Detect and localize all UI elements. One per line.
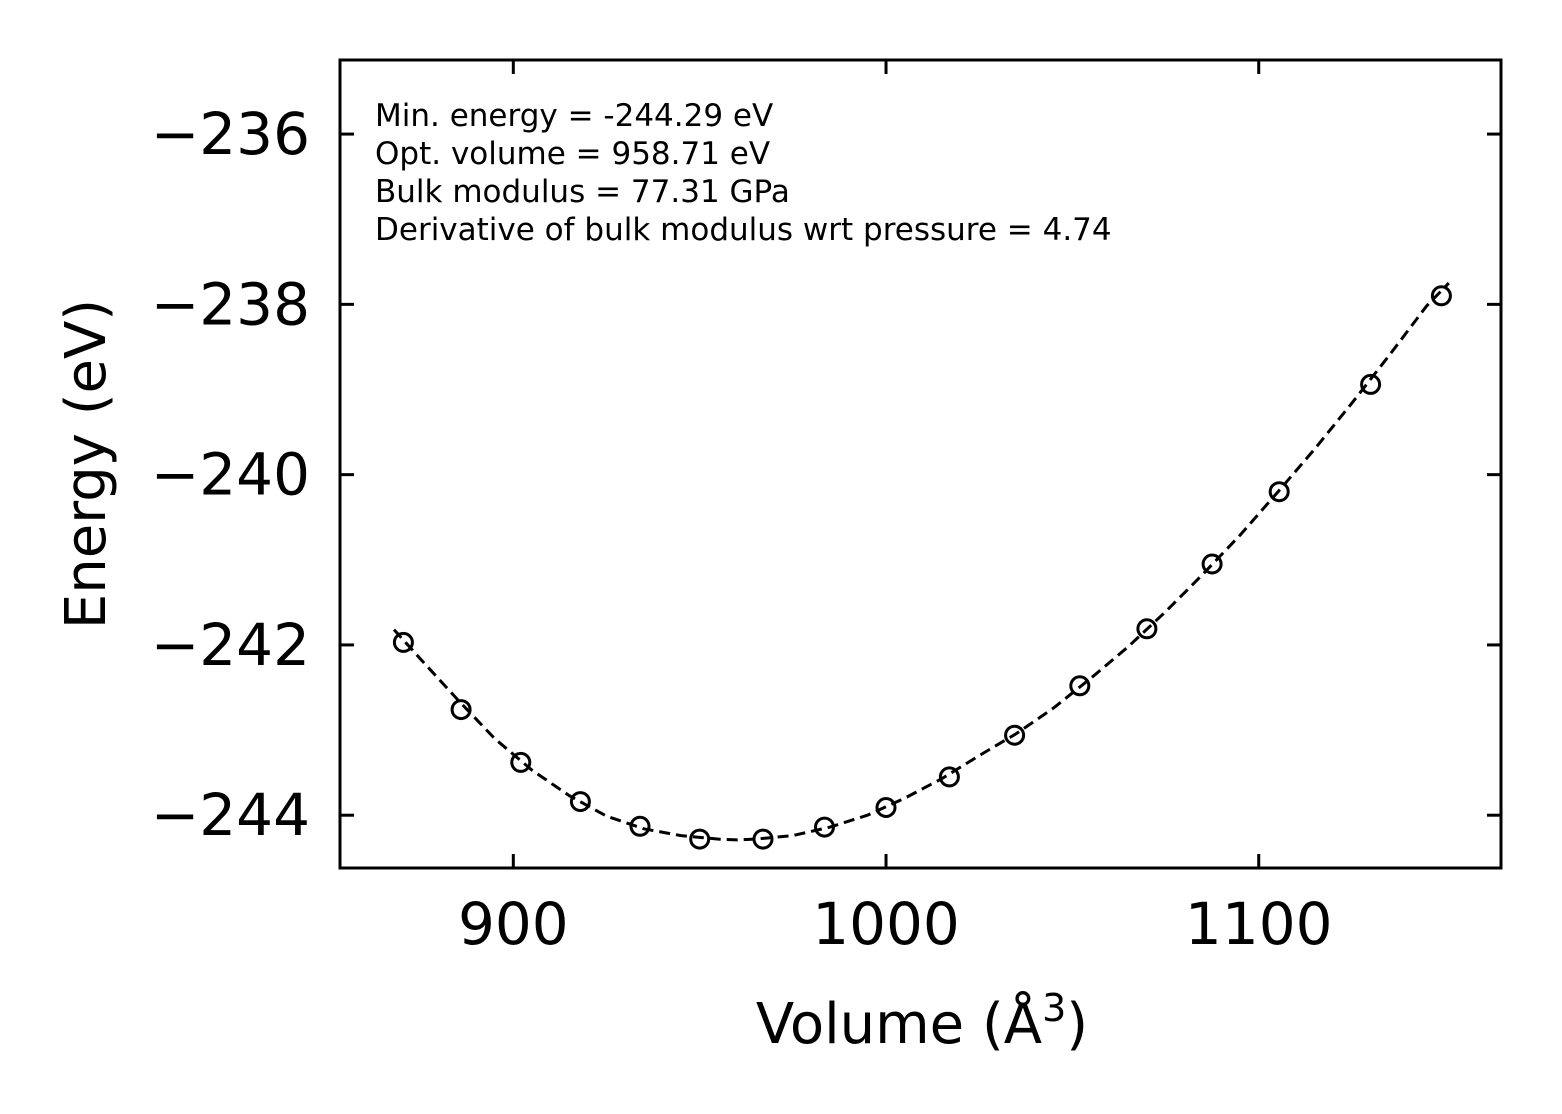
data-point: [1004, 724, 1026, 746]
x-axis-label-main: Volume (Å: [756, 991, 1042, 1057]
data-point: [752, 828, 774, 850]
data-point: [875, 797, 897, 818]
data-point: [450, 699, 472, 721]
data-point: [1268, 481, 1290, 503]
y-tick-label: −242: [151, 611, 310, 679]
y-tick-label: −240: [151, 441, 310, 509]
data-point: [1360, 373, 1382, 395]
plot-layer: [392, 282, 1452, 850]
data-point: [569, 791, 591, 813]
y-axis-label: Energy (eV): [54, 299, 119, 629]
annotation-block: Min. energy = -244.29 eV Opt. volume = 9…: [375, 98, 1112, 248]
annotation-opt-volume: Opt. volume = 958.71 eV: [375, 136, 770, 172]
x-axis-label: Volume (Å3): [756, 986, 1088, 1057]
y-tick-label: −238: [151, 270, 310, 338]
annotation-min-energy: Min. energy = -244.29 eV: [375, 98, 773, 134]
x-axis-label-close: ): [1066, 992, 1088, 1057]
annotation-bulk-modulus-derivative: Derivative of bulk modulus wrt pressure …: [375, 212, 1112, 248]
data-point: [629, 815, 651, 837]
data-point: [1430, 285, 1452, 307]
data-point: [392, 631, 414, 653]
data-point: [1136, 618, 1158, 640]
annotation-bulk-modulus: Bulk modulus = 77.31 GPa: [375, 174, 790, 210]
data-point: [938, 766, 960, 788]
x-tick-label: 900: [458, 890, 569, 958]
plot-frame: [338, 58, 1503, 870]
data-point: [510, 751, 532, 773]
data-point: [814, 816, 835, 838]
fit-curve: [392, 282, 1450, 842]
x-tick-label: 1000: [812, 890, 960, 958]
y-tick-label: −236: [151, 100, 310, 168]
y-tick-label: −244: [151, 781, 310, 849]
data-point: [1069, 675, 1091, 697]
ticks-layer: 900 1000 1100 −244 −242 −240 −238 −236: [151, 60, 1501, 958]
x-tick-label: 1100: [1185, 890, 1333, 958]
data-point: [1201, 553, 1223, 575]
x-axis-label-superscript: 3: [1042, 986, 1066, 1030]
data-point: [689, 828, 711, 850]
